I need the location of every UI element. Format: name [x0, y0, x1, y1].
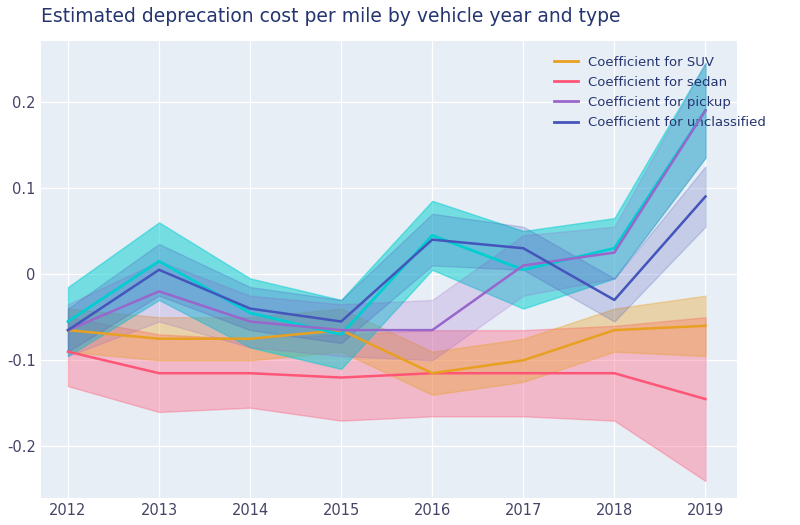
Text: Estimated deprecation cost per mile by vehicle year and type: Estimated deprecation cost per mile by v… — [41, 7, 620, 26]
Legend: Coefficient for SUV, Coefficient for sedan, Coefficient for pickup, Coefficient : Coefficient for SUV, Coefficient for sed… — [549, 50, 771, 134]
